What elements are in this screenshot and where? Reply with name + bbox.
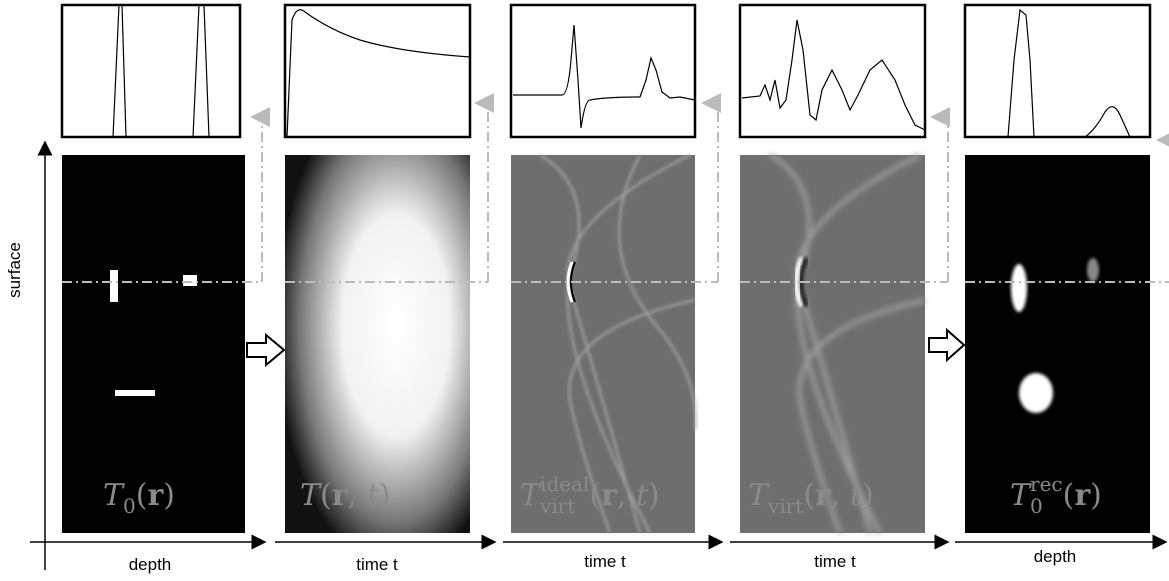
x-axis-label: time t: [584, 552, 626, 571]
label-part: ): [1090, 478, 1102, 513]
label-part: ,: [831, 478, 850, 513]
label-part: t: [367, 478, 380, 513]
process-arrow: [246, 332, 286, 368]
label-part: r: [1074, 478, 1091, 513]
label-part: T: [103, 478, 125, 513]
label-part: ideal: [540, 472, 589, 496]
label-part: T: [300, 478, 322, 513]
label-part: t: [850, 478, 863, 513]
panel-label: T0rec(r): [1010, 472, 1102, 518]
panel-label: Tvirt(r, t): [748, 478, 874, 518]
label-part: T: [748, 478, 770, 513]
label-part: (: [803, 478, 815, 513]
label-part: 0: [1030, 494, 1043, 518]
label-part: ,: [348, 478, 367, 513]
label-part: (: [320, 478, 332, 513]
label-part: (: [589, 478, 601, 513]
images: [62, 153, 1150, 534]
label-part: virt: [539, 494, 575, 518]
label-part: T: [1010, 478, 1032, 513]
label-part: (: [1063, 478, 1075, 513]
label-part: r: [601, 478, 618, 513]
panel-label: T(r, t): [300, 478, 390, 513]
x-axis-label: time t: [814, 552, 856, 571]
label-part: T: [520, 478, 542, 513]
connectors: [62, 93, 1169, 283]
label-part: ): [862, 478, 874, 513]
x-axis-label: time t: [356, 555, 398, 574]
x-axis-label: depth: [1034, 547, 1077, 566]
label-part: ): [379, 478, 391, 513]
x-axis-label: depth: [129, 555, 172, 574]
label-part: 0: [123, 494, 136, 518]
panel-label: Tvirtideal(r, t): [520, 472, 660, 518]
label-part: (: [136, 478, 148, 513]
panel-label: T0(r): [103, 478, 175, 518]
axes: [30, 140, 1168, 570]
label-part: rec: [1030, 472, 1063, 496]
label-part: t: [636, 478, 649, 513]
label-part: r: [147, 478, 164, 513]
label-part: ,: [617, 478, 636, 513]
label-part: ): [163, 478, 175, 513]
vertical-label: surface: [5, 242, 24, 298]
label-part: ): [648, 478, 660, 513]
label-part: r: [332, 478, 349, 513]
process-arrow: [928, 327, 966, 363]
label-part: r: [815, 478, 832, 513]
label-part: virt: [767, 494, 803, 518]
top-plots: [60, 3, 1152, 139]
